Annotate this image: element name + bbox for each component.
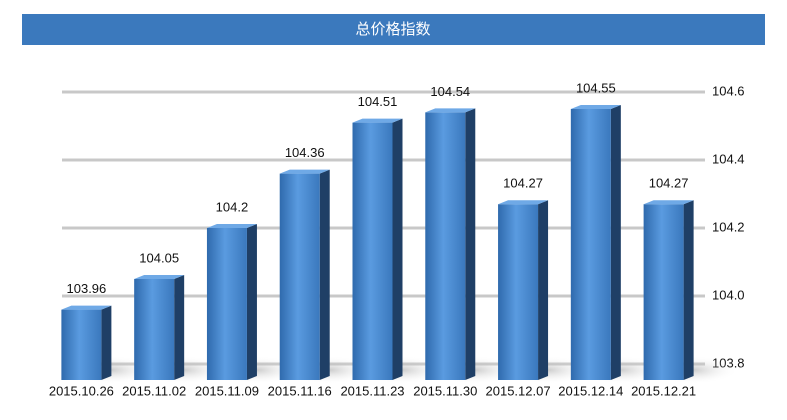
value-label: 104.05 (139, 250, 179, 265)
bar-front (643, 204, 684, 380)
bar-top (352, 118, 403, 123)
bar-front (206, 228, 247, 380)
bar-top (425, 108, 476, 113)
y-tick-label: 104.2 (712, 219, 745, 234)
bar (498, 200, 549, 380)
x-tick-label: 2015.12.07 (486, 383, 551, 398)
bar-front (498, 204, 539, 380)
value-label: 104.2 (216, 199, 249, 214)
bar-side (610, 105, 621, 380)
bar-top (570, 105, 621, 109)
y-tick-label: 104.6 (712, 83, 745, 98)
bar (206, 224, 257, 380)
bar-top (643, 200, 694, 205)
bar-front (134, 279, 175, 380)
bar-side (538, 200, 549, 380)
bar-side (683, 200, 694, 380)
y-tick-label: 104.4 (712, 151, 745, 166)
bar-side (319, 169, 330, 380)
bar-top (206, 224, 257, 228)
bar-top (61, 305, 112, 310)
bar (643, 200, 694, 380)
chart-title: 总价格指数 (355, 21, 430, 38)
value-label: 104.27 (503, 176, 543, 191)
y-tick-label: 104.0 (712, 287, 745, 302)
value-label: 104.27 (649, 176, 689, 191)
bar-front (352, 122, 393, 380)
bar-side (246, 224, 257, 380)
x-tick-label: 2015.11.16 (268, 383, 332, 398)
bar-top (279, 169, 330, 174)
bar-top (498, 200, 549, 205)
bar-side (101, 305, 112, 380)
bar-front (425, 112, 466, 381)
value-label: 103.96 (67, 281, 107, 296)
x-tick-label: 2015.10.26 (49, 383, 114, 398)
value-label: 104.51 (358, 94, 398, 109)
bar (352, 118, 403, 380)
bar-side (465, 108, 476, 381)
value-label: 104.54 (430, 84, 470, 99)
bar (61, 305, 112, 380)
title-bar (22, 14, 765, 45)
value-label: 104.55 (576, 80, 616, 95)
x-tick-label: 2015.11.23 (340, 383, 404, 398)
bar-side (392, 118, 403, 380)
x-tick-label: 2015.12.21 (631, 383, 696, 398)
x-tick-label: 2015.12.14 (558, 383, 623, 398)
bar-front (570, 109, 611, 380)
bar-side (174, 275, 185, 380)
bar (279, 169, 330, 380)
bar (134, 275, 185, 380)
x-tick-label: 2015.11.30 (413, 383, 477, 398)
bar-top (134, 275, 185, 279)
value-label: 104.36 (285, 145, 325, 160)
x-tick-label: 2015.11.02 (122, 383, 186, 398)
bar (570, 105, 621, 380)
bar-front (61, 309, 102, 380)
bar (425, 108, 476, 381)
x-tick-label: 2015.11.09 (195, 383, 259, 398)
bar-front (279, 173, 320, 380)
